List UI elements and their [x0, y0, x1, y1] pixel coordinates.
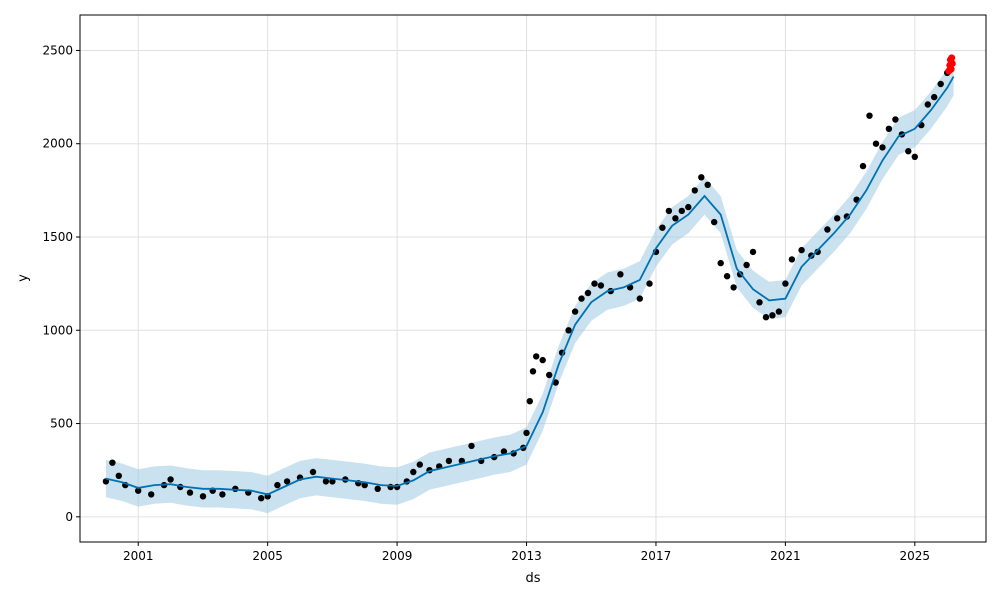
- observed-point: [775, 308, 783, 315]
- observed-point: [523, 429, 530, 437]
- observed-point: [730, 284, 737, 291]
- observed-point: [905, 148, 912, 155]
- observed-point: [329, 478, 336, 485]
- observed-point: [468, 442, 475, 450]
- observed-point: [672, 215, 679, 222]
- x-tick-label: 2005: [252, 549, 283, 563]
- observed-points-layer: [102, 69, 951, 502]
- observed-point: [274, 481, 281, 489]
- observed-point: [743, 261, 750, 269]
- x-axis-label: ds: [525, 571, 540, 586]
- observed-point: [636, 295, 643, 302]
- observed-point: [892, 116, 899, 123]
- observed-point: [546, 371, 553, 379]
- future-points-layer: [945, 54, 956, 75]
- plot-frame: [79, 14, 987, 543]
- observed-point: [526, 398, 533, 405]
- observed-point: [529, 368, 537, 375]
- y-tick-label: 1000: [42, 323, 73, 337]
- y-tick-label: 2500: [42, 43, 73, 57]
- observed-point: [115, 472, 123, 479]
- observed-point: [879, 144, 886, 151]
- x-axis-ticks: 2001 2005 2009 2013 2017 2021 2025: [123, 542, 930, 563]
- x-tick-label: 2013: [511, 549, 542, 563]
- observed-point: [665, 207, 673, 215]
- observed-point: [834, 215, 841, 222]
- observed-point: [322, 478, 330, 485]
- observed-point: [691, 187, 698, 194]
- observed-point: [361, 481, 368, 489]
- observed-point: [885, 125, 893, 132]
- observed-point: [782, 280, 789, 287]
- observed-point: [924, 101, 931, 108]
- observed-point: [416, 461, 423, 468]
- observed-point: [167, 476, 174, 483]
- observed-point: [597, 282, 605, 289]
- observed-point: [859, 162, 867, 170]
- future-point: [947, 65, 955, 73]
- forecast-line-layer: [105, 76, 955, 496]
- observed-point: [698, 174, 705, 181]
- x-tick-label: 2009: [382, 549, 413, 563]
- x-tick-label: 2025: [900, 549, 931, 563]
- observed-point: [578, 295, 585, 302]
- x-tick-label: 2017: [641, 549, 672, 563]
- observed-point: [148, 491, 155, 498]
- y-tick-label: 2000: [42, 137, 73, 151]
- observed-point: [931, 93, 938, 101]
- observed-point: [711, 218, 718, 226]
- observed-point: [565, 327, 572, 334]
- observed-point: [798, 246, 805, 254]
- observed-point: [135, 487, 142, 494]
- observed-point: [571, 308, 579, 315]
- observed-point: [749, 248, 757, 256]
- y-axis-ticks: 0 500 1000 1500 2000 2500: [42, 43, 80, 524]
- future-point: [948, 60, 956, 67]
- observed-point: [186, 489, 194, 496]
- y-axis-label: y: [16, 274, 31, 282]
- observed-point: [843, 213, 851, 220]
- observed-point: [723, 273, 731, 280]
- future-point: [948, 54, 956, 62]
- y-tick-label: 500: [50, 417, 73, 431]
- x-tick-label: 2021: [770, 549, 801, 563]
- observed-point: [617, 271, 624, 278]
- observed-point: [219, 491, 226, 498]
- observed-point: [866, 112, 873, 119]
- observed-point: [584, 289, 592, 297]
- observed-point: [678, 207, 685, 215]
- y-tick-label: 0: [65, 510, 73, 524]
- observed-point: [937, 80, 944, 88]
- observed-point: [309, 468, 317, 476]
- forecast-line: [105, 76, 955, 496]
- observed-point: [109, 459, 116, 466]
- observed-point: [539, 356, 546, 364]
- observed-point: [199, 493, 207, 500]
- observed-point: [258, 495, 265, 502]
- observed-point: [659, 224, 666, 231]
- observed-point: [717, 259, 724, 267]
- observed-point: [704, 181, 711, 188]
- observed-point: [374, 485, 381, 492]
- observed-point: [533, 353, 540, 360]
- observed-point: [762, 314, 770, 321]
- observed-point: [646, 280, 653, 287]
- observed-point: [872, 140, 880, 147]
- observed-point: [788, 256, 796, 263]
- y-tick-label: 1500: [42, 230, 73, 244]
- observed-point: [911, 153, 918, 160]
- observed-point: [756, 299, 763, 306]
- observed-point: [283, 478, 291, 485]
- observed-point: [500, 448, 508, 455]
- x-tick-label: 2001: [123, 549, 154, 563]
- observed-point: [685, 203, 692, 211]
- observed-point: [769, 312, 776, 319]
- observed-point: [824, 226, 831, 233]
- observed-point: [445, 457, 453, 465]
- observed-point: [410, 468, 417, 476]
- observed-point: [591, 280, 598, 287]
- observed-point: [814, 248, 821, 256]
